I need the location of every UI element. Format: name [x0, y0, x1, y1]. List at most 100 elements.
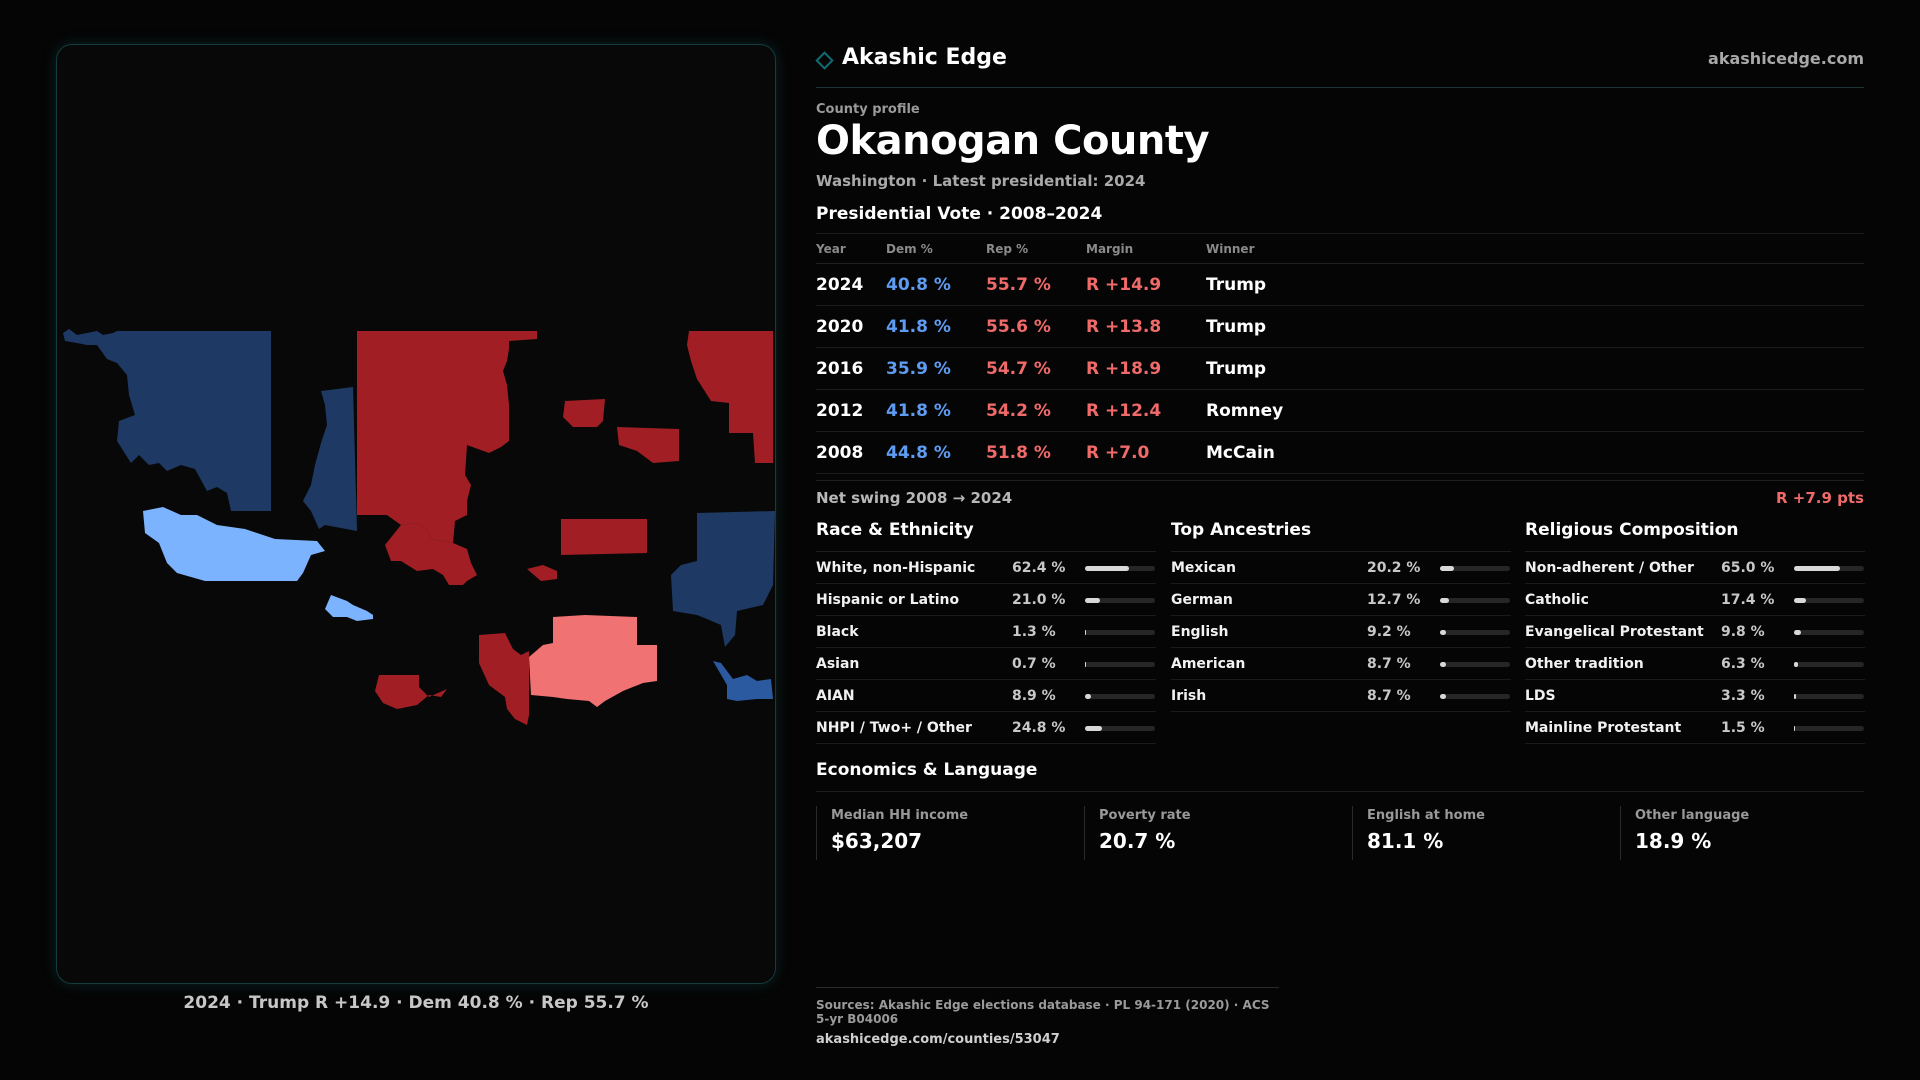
col-dem: Dem %: [886, 241, 933, 256]
econ-section-header: Economics & Language: [816, 758, 1864, 792]
share-bar-fill: [1794, 630, 1801, 635]
stat-card-income: Median HH income $63,207: [816, 806, 1056, 860]
econ-cards: Median HH income $63,207 Poverty rate 20…: [816, 806, 1864, 860]
item-pct: 9.8 %: [1721, 624, 1765, 640]
profile-kicker: County profile: [816, 102, 920, 117]
row-margin: R +14.9: [1086, 274, 1162, 295]
map-region-rep-north: [357, 331, 537, 543]
list-item: Irish 8.7 %: [1171, 680, 1511, 712]
list-item: Black 1.3 %: [816, 616, 1156, 648]
list-item: Hispanic or Latino 21.0 %: [816, 584, 1156, 616]
row-margin: R +13.8: [1086, 316, 1162, 337]
table-row: 2016 35.9 % 54.7 % R +18.9 Trump: [816, 348, 1864, 390]
list-item: LDS 3.3 %: [1525, 680, 1865, 712]
row-dem: 35.9 %: [886, 358, 951, 379]
religion-title: Religious Composition: [1525, 520, 1865, 552]
item-label: Mainline Protestant: [1525, 720, 1682, 736]
map-caption: 2024 · Trump R +14.9 · Dem 40.8 % · Rep …: [183, 993, 649, 1013]
row-margin: R +18.9: [1086, 358, 1162, 379]
row-year: 2020: [816, 316, 864, 337]
map-region-rep-light: [529, 615, 657, 707]
list-item: Non-adherent / Other 65.0 %: [1525, 552, 1865, 584]
item-label: Asian: [816, 656, 860, 672]
item-label: Other tradition: [1525, 656, 1644, 672]
share-bar: [1794, 662, 1864, 667]
map-region-dem-east: [671, 511, 775, 647]
vote-table-header: Year Dem % Rep % Margin Winner: [816, 234, 1864, 264]
stat-card-english: English at home 81.1 %: [1352, 806, 1592, 860]
item-label: Evangelical Protestant: [1525, 624, 1704, 640]
stat-label: Other language: [1635, 808, 1750, 823]
source-url-link[interactable]: akashicedge.com/counties/53047: [816, 1032, 1060, 1047]
map-region-rep-south: [479, 633, 529, 725]
item-pct: 21.0 %: [1012, 592, 1066, 608]
item-label: Catholic: [1525, 592, 1589, 608]
stat-card-other-language: Other language 18.9 %: [1620, 806, 1860, 860]
col-year: Year: [816, 241, 846, 256]
item-label: Irish: [1171, 688, 1207, 704]
item-pct: 3.3 %: [1721, 688, 1765, 704]
stat-value: 18.9 %: [1635, 829, 1712, 853]
share-bar-fill: [1794, 662, 1799, 667]
table-row: 2020 41.8 % 55.6 % R +13.8 Trump: [816, 306, 1864, 348]
row-winner: McCain: [1206, 442, 1275, 463]
map-region-rep-northeast-2: [617, 427, 679, 463]
row-dem: 41.8 %: [886, 400, 951, 421]
item-label: LDS: [1525, 688, 1556, 704]
share-bar-fill: [1440, 630, 1447, 635]
item-label: German: [1171, 592, 1233, 608]
share-bar-fill: [1440, 566, 1455, 571]
site-url-link[interactable]: akashicedge.com: [1708, 49, 1864, 68]
item-label: American: [1171, 656, 1246, 672]
item-pct: 8.7 %: [1367, 688, 1411, 704]
stat-value: 20.7 %: [1099, 829, 1176, 853]
precinct-map[interactable]: [57, 45, 776, 984]
row-rep: 55.6 %: [986, 316, 1051, 337]
item-pct: 1.5 %: [1721, 720, 1765, 736]
row-dem: 44.8 %: [886, 442, 951, 463]
net-swing: Net swing 2008 → 2024 R +7.9 pts: [816, 480, 1864, 507]
share-bar: [1794, 694, 1864, 699]
brand-name[interactable]: Akashic Edge: [842, 45, 1007, 70]
list-item: Mainline Protestant 1.5 %: [1525, 712, 1865, 744]
item-label: NHPI / Two+ / Other: [816, 720, 972, 736]
race-ethnicity-section: Race & Ethnicity White, non-Hispanic 62.4…: [816, 520, 1156, 744]
share-bar-fill: [1085, 662, 1087, 667]
share-bar: [1440, 630, 1510, 635]
econ-title: Economics & Language: [816, 760, 1038, 780]
ancestry-title: Top Ancestries: [1171, 520, 1511, 552]
table-row: 2008 44.8 % 51.8 % R +7.0 McCain: [816, 432, 1864, 474]
row-winner: Trump: [1206, 316, 1267, 337]
col-winner: Winner: [1206, 241, 1255, 256]
row-rep: 54.7 %: [986, 358, 1051, 379]
item-label: English: [1171, 624, 1229, 640]
table-row: 2012 41.8 % 54.2 % R +12.4 Romney: [816, 390, 1864, 432]
list-item: German 12.7 %: [1171, 584, 1511, 616]
share-bar: [1085, 566, 1155, 571]
col-rep: Rep %: [986, 241, 1029, 256]
share-bar: [1794, 726, 1864, 731]
list-item: NHPI / Two+ / Other 24.8 %: [816, 712, 1156, 744]
col-margin: Margin: [1086, 241, 1134, 256]
table-row: 2024 40.8 % 55.7 % R +14.9 Trump: [816, 264, 1864, 306]
map-region-rep-central: [385, 523, 477, 585]
row-margin: R +12.4: [1086, 400, 1162, 421]
row-rep: 55.7 %: [986, 274, 1051, 295]
item-pct: 17.4 %: [1721, 592, 1775, 608]
share-bar-fill: [1085, 630, 1087, 635]
row-winner: Romney: [1206, 400, 1284, 421]
item-pct: 9.2 %: [1367, 624, 1411, 640]
share-bar: [1440, 694, 1510, 699]
item-pct: 12.7 %: [1367, 592, 1421, 608]
map-region-rep-southwest: [375, 675, 447, 709]
item-pct: 8.7 %: [1367, 656, 1411, 672]
item-label: AIAN: [816, 688, 855, 704]
county-map-panel[interactable]: [56, 44, 776, 984]
row-winner: Trump: [1206, 274, 1267, 295]
item-pct: 62.4 %: [1012, 560, 1066, 576]
map-region-dem-light-south: [143, 507, 325, 581]
share-bar-fill: [1440, 662, 1447, 667]
share-bar-fill: [1794, 694, 1797, 699]
diamond-logo-icon: [815, 51, 834, 70]
race-title: Race & Ethnicity: [816, 520, 1156, 552]
